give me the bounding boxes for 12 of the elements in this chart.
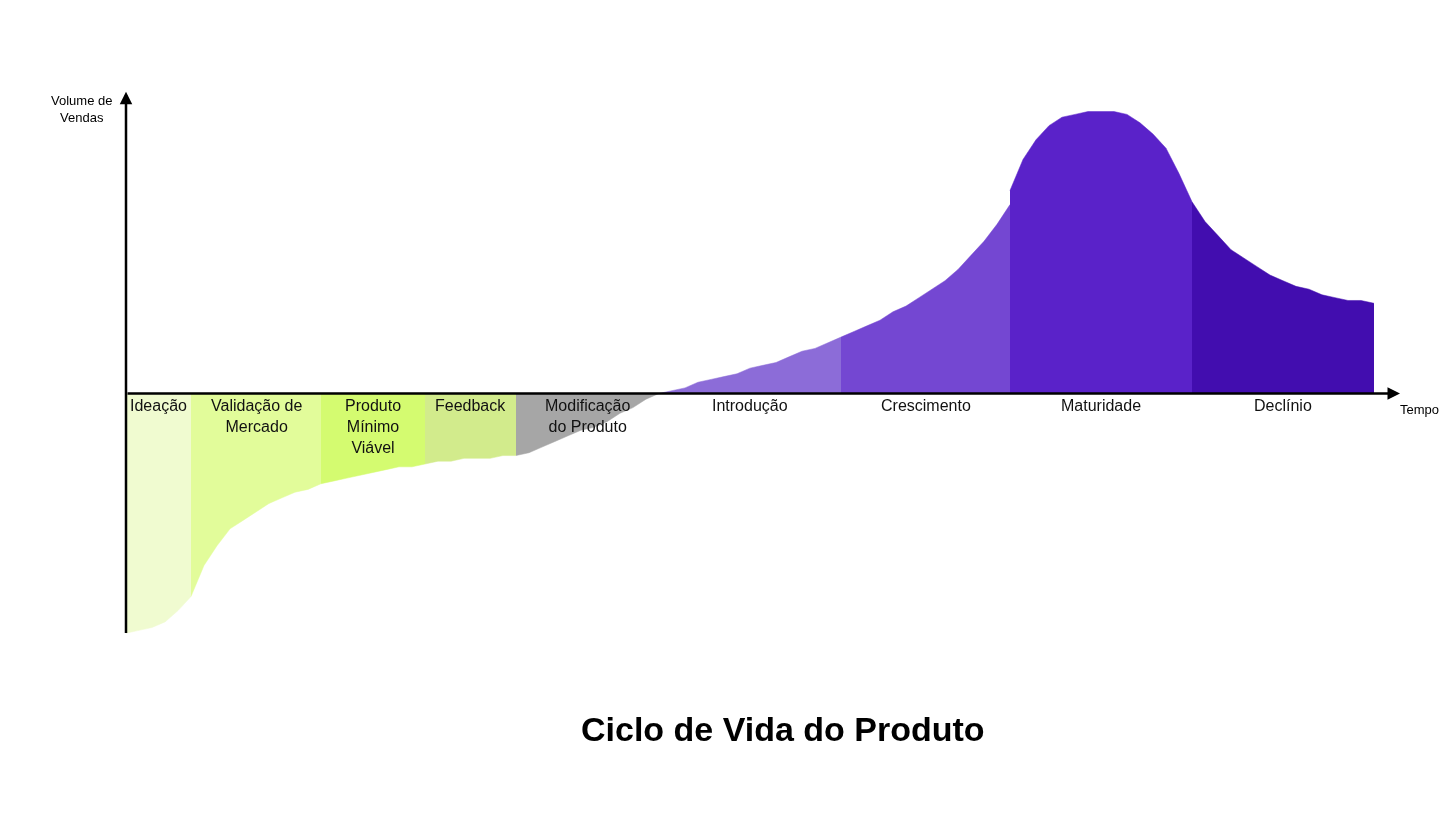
x-axis-title: Tempo <box>1400 402 1440 417</box>
series-label: Ideação <box>130 397 188 414</box>
y-axis-title: Volume de Vendas <box>51 93 113 125</box>
series-label: Maturidade <box>1061 397 1142 414</box>
series-label: Introdução <box>712 397 788 414</box>
series-label: Produto Mínimo Viável <box>345 397 402 456</box>
series-label: Feedback <box>435 397 507 414</box>
series-label: Crescimento <box>881 397 971 414</box>
series-label: Validação de Mercado <box>211 397 303 435</box>
text: Ciclo de Vida do Produto <box>581 710 985 748</box>
series-label: Declínio <box>1254 397 1312 414</box>
series-label: Modificação do Produto <box>545 397 631 435</box>
